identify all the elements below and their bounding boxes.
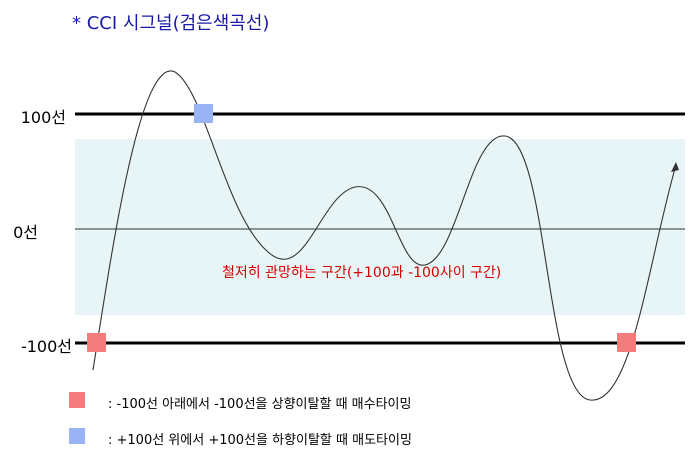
legend-sell-text: : +100선 위에서 +100선을 하향이탈할 때 매도타이밍: [108, 433, 412, 448]
sell-marker: [194, 104, 213, 123]
curve-arrowhead-icon: [671, 162, 679, 172]
label-lower-100: -100선: [20, 337, 72, 356]
legend-sell-swatch: [69, 428, 85, 444]
cci-curve: [92, 70, 677, 401]
neutral-zone-label: 철저히 관망하는 구간(+100과 -100사이 구간): [222, 265, 502, 281]
chart-title: * CCI 시그널(검은색곡선): [72, 13, 270, 34]
buy-marker-left: [87, 333, 106, 352]
buy-marker-right: [617, 333, 636, 352]
label-upper-100: 100선: [20, 108, 66, 127]
legend-buy-swatch: [69, 392, 85, 408]
label-zero: 0선: [13, 223, 38, 242]
legend-buy-text: : -100선 아래에서 -100선을 상향이탈할 때 매수타이밍: [108, 397, 412, 412]
neutral-zone-band: [75, 139, 685, 315]
